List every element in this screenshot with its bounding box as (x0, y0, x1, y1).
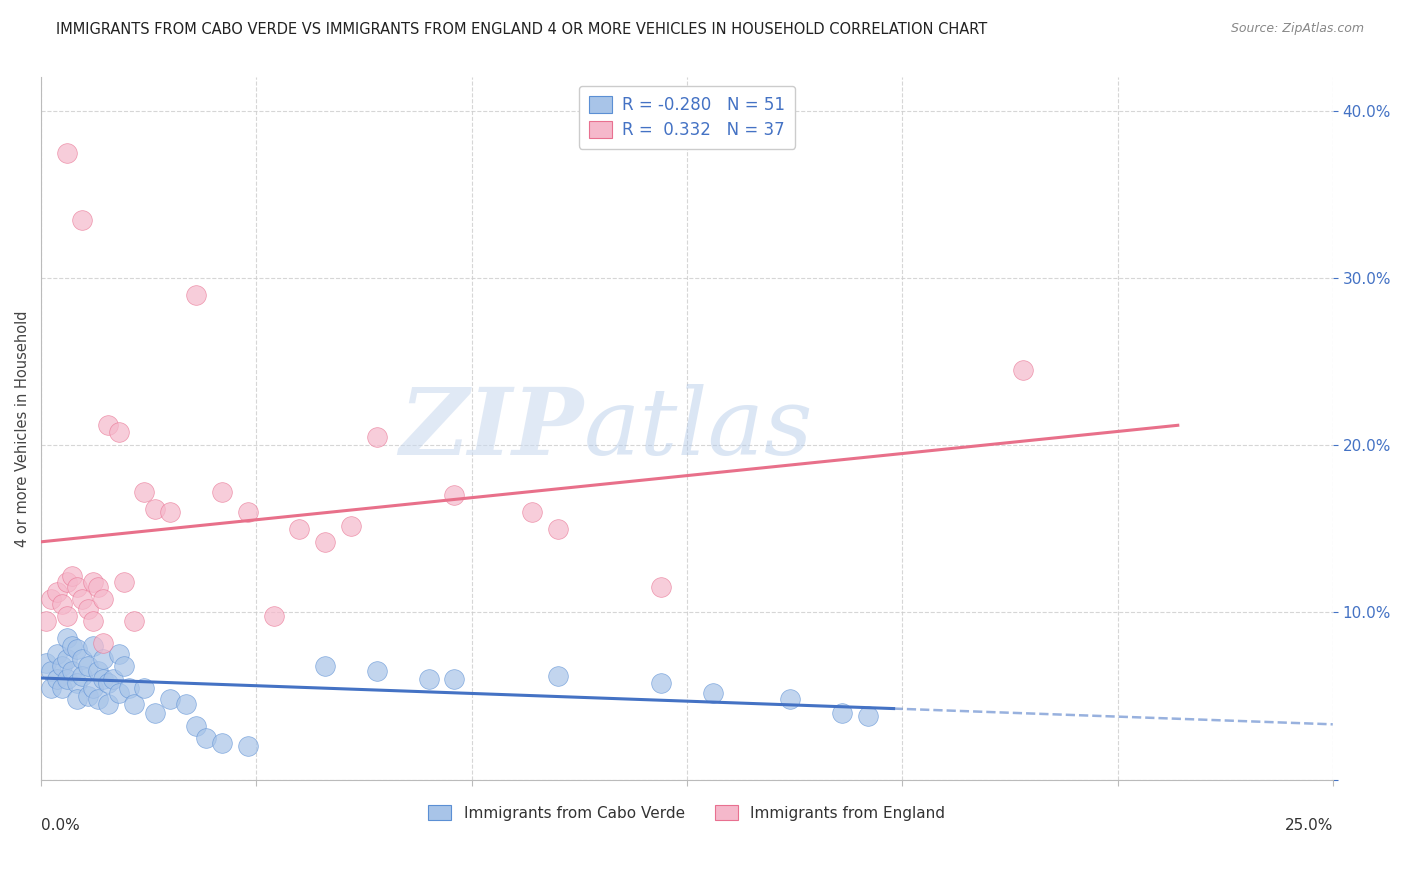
Point (103, 673, 125, 687)
Point (35, 656, 58, 670)
Point (143, 706, 166, 720)
Point (831, 706, 853, 720)
Point (72, 592, 94, 607)
Point (82, 575, 104, 590)
Point (547, 669, 569, 683)
Point (134, 681, 156, 695)
Point (288, 522, 311, 536)
Point (91, 635, 114, 649)
Point (340, 518, 363, 533)
Point (314, 535, 336, 549)
Point (314, 659, 336, 673)
Point (72, 212, 94, 227)
Legend: R = -0.280   N = 51, R =  0.332   N = 37: R = -0.280 N = 51, R = 0.332 N = 37 (579, 86, 796, 149)
Point (60, 664, 83, 678)
Point (51, 681, 73, 695)
Point (60, 568, 83, 582)
Point (91, 673, 114, 687)
Point (97, 418, 120, 433)
Point (91, 652, 114, 666)
Point (45, 585, 67, 599)
Point (236, 739, 259, 754)
Point (41, 681, 63, 695)
Point (366, 430, 388, 444)
Point (443, 673, 465, 687)
Point (87, 664, 110, 678)
Point (76, 602, 98, 616)
Point (56, 145, 79, 160)
Point (82, 681, 104, 695)
Point (56, 575, 79, 590)
Point (366, 664, 388, 678)
Point (520, 505, 543, 519)
Point (97, 698, 120, 712)
Point (56, 631, 79, 645)
Point (66, 642, 89, 657)
Point (60, 639, 83, 653)
Point (112, 659, 135, 673)
Y-axis label: 4 or more Vehicles in Household: 4 or more Vehicles in Household (15, 310, 30, 547)
Point (51, 659, 73, 673)
Point (56, 608, 79, 623)
Point (112, 575, 135, 590)
Point (236, 505, 259, 519)
Point (56, 673, 79, 687)
Point (650, 675, 672, 690)
Point (82, 614, 104, 628)
Point (650, 580, 672, 594)
Point (107, 686, 129, 700)
Point (76, 689, 98, 703)
Point (122, 614, 145, 628)
Point (45, 673, 67, 687)
Point (107, 647, 129, 661)
Point (72, 652, 94, 666)
Text: Source: ZipAtlas.com: Source: ZipAtlas.com (1230, 22, 1364, 36)
Point (547, 522, 569, 536)
Point (76, 659, 98, 673)
Point (41, 664, 63, 678)
Point (82, 639, 104, 653)
Point (779, 692, 801, 706)
Point (143, 501, 166, 516)
Point (45, 647, 67, 661)
Point (702, 686, 724, 700)
Point (1011, 363, 1033, 377)
Point (66, 580, 89, 594)
Point (211, 736, 233, 750)
Point (418, 673, 440, 687)
Point (97, 675, 120, 690)
Point (91, 592, 114, 607)
Point (41, 592, 63, 607)
Text: ZIP: ZIP (399, 384, 583, 474)
Point (856, 709, 879, 723)
Point (174, 698, 197, 712)
Point (159, 505, 181, 519)
Text: 0.0%: 0.0% (41, 818, 80, 833)
Point (263, 608, 285, 623)
Point (184, 719, 207, 733)
Point (184, 287, 207, 301)
Point (87, 580, 110, 594)
Point (134, 485, 156, 500)
Point (159, 692, 181, 706)
Point (66, 675, 89, 690)
Point (56, 652, 79, 666)
Text: atlas: atlas (583, 384, 813, 474)
Text: IMMIGRANTS FROM CABO VERDE VS IMMIGRANTS FROM ENGLAND 4 OR MORE VEHICLES IN HOUS: IMMIGRANTS FROM CABO VERDE VS IMMIGRANTS… (56, 22, 987, 37)
Text: 25.0%: 25.0% (1285, 818, 1333, 833)
Point (107, 425, 129, 439)
Point (87, 692, 110, 706)
Point (72, 669, 94, 683)
Point (66, 692, 89, 706)
Point (35, 614, 58, 628)
Point (443, 488, 465, 502)
Point (122, 698, 145, 712)
Point (211, 485, 233, 500)
Point (51, 597, 73, 611)
Point (195, 731, 218, 745)
Point (118, 681, 141, 695)
